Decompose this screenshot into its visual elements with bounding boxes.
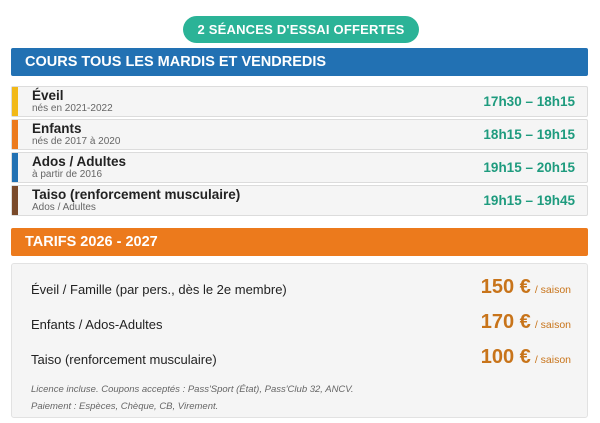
row-time: 17h30 – 18h15	[483, 94, 575, 109]
schedule-row-ados-adultes: Ados / Adultes à partir de 2016 19h15 – …	[11, 152, 588, 183]
price-label: Éveil / Famille (par pers., dès le 2e me…	[31, 282, 287, 297]
price-unit: / saison	[534, 284, 571, 296]
schedule-row-taiso: Taiso (renforcement musculaire) Ados / A…	[11, 185, 588, 216]
schedule-row-enfants: Enfants nés de 2017 à 2020 18h15 – 19h15	[11, 119, 588, 150]
row-color-bar	[12, 87, 18, 116]
free-trial-badge: 2 SÉANCES D'ESSAI OFFERTES	[183, 16, 419, 43]
row-color-bar	[12, 186, 18, 215]
row-title: Taiso (renforcement musculaire)	[32, 187, 241, 202]
license-note: Licence incluse. Coupons acceptés : Pass…	[31, 384, 354, 395]
pricing-panel: Éveil / Famille (par pers., dès le 2e me…	[11, 263, 588, 418]
price-value: 100 € / saison	[481, 346, 571, 369]
price-amount: 100 €	[480, 346, 531, 368]
price-amount: 170 €	[480, 311, 531, 333]
price-label: Enfants / Ados-Adultes	[31, 317, 163, 332]
price-unit: / saison	[534, 319, 571, 331]
row-color-bar	[12, 153, 18, 182]
schedule-header: COURS TOUS LES MARDIS ET VENDREDIS	[11, 48, 588, 76]
row-time: 18h15 – 19h15	[483, 127, 575, 142]
row-subtitle: Ados / Adultes	[32, 202, 96, 213]
row-subtitle: nés de 2017 à 2020	[32, 136, 121, 147]
price-amount: 150 €	[480, 276, 531, 298]
price-value: 150 € / saison	[481, 276, 571, 299]
price-unit: / saison	[534, 354, 571, 366]
row-color-bar	[12, 120, 18, 149]
row-time: 19h15 – 19h45	[483, 193, 575, 208]
price-label: Taiso (renforcement musculaire)	[31, 352, 217, 367]
row-subtitle: à partir de 2016	[32, 169, 103, 180]
pricing-header: TARIFS 2026 - 2027	[11, 228, 588, 256]
row-subtitle: nés en 2021-2022	[32, 103, 113, 114]
row-title: Éveil	[32, 88, 64, 103]
price-row-eveil-famille: Éveil / Famille (par pers., dès le 2e me…	[31, 276, 571, 304]
payment-note: Paiement : Espèces, Chèque, CB, Virement…	[31, 401, 219, 412]
price-value: 170 € / saison	[481, 311, 571, 334]
row-title: Enfants	[32, 121, 82, 136]
row-title: Ados / Adultes	[32, 154, 127, 169]
schedule-row-eveil: Éveil nés en 2021-2022 17h30 – 18h15	[11, 86, 588, 117]
price-row-taiso: Taiso (renforcement musculaire) 100 € / …	[31, 346, 571, 374]
row-time: 19h15 – 20h15	[483, 160, 575, 175]
price-row-enfants-ados: Enfants / Ados-Adultes 170 € / saison	[31, 311, 571, 339]
